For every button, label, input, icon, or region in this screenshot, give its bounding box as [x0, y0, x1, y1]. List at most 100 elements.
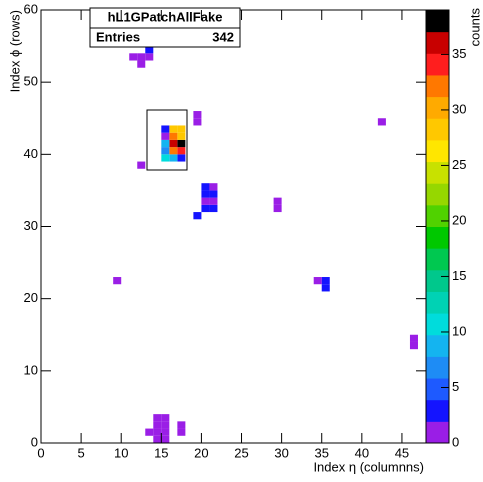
cell — [209, 204, 218, 213]
cell — [177, 125, 186, 133]
plot-frame — [40, 9, 427, 444]
cell — [169, 139, 178, 148]
cell — [169, 132, 178, 140]
cell — [145, 53, 154, 61]
y-tick-label: 40 — [24, 146, 38, 161]
cell — [161, 428, 170, 436]
z-tick-label: 30 — [452, 101, 466, 116]
cell — [193, 111, 202, 119]
cell — [313, 277, 322, 285]
stats-label: Entries — [96, 29, 140, 44]
cell — [177, 147, 186, 155]
y-tick-label: 10 — [24, 362, 38, 377]
z-tick-label: 20 — [452, 212, 466, 227]
cell — [177, 421, 186, 429]
colorbar-band — [426, 356, 449, 379]
cell — [177, 428, 186, 436]
cell — [409, 341, 418, 350]
colorbar-band — [426, 118, 449, 141]
colorbar-band — [426, 269, 449, 292]
cell — [161, 435, 170, 443]
cell — [169, 125, 178, 133]
colorbar-band — [426, 291, 449, 314]
colorbar-band — [426, 248, 449, 271]
z-tick-label: 5 — [452, 379, 459, 394]
colorbar-frame — [425, 9, 450, 444]
cell — [377, 118, 386, 126]
x-tick-label: 35 — [314, 445, 328, 460]
y-tick-label: 50 — [24, 74, 38, 89]
colorbar-band — [426, 53, 449, 76]
colorbar-band — [426, 313, 449, 336]
colorbar-band — [426, 226, 449, 249]
z-tick-label: 35 — [452, 46, 466, 61]
cell — [153, 428, 162, 436]
colorbar-band — [426, 139, 449, 163]
stats-value: 342 — [212, 29, 234, 44]
cell — [193, 118, 202, 126]
colorbar-band — [426, 161, 449, 184]
cell — [161, 132, 170, 140]
colorbar-band — [426, 204, 449, 227]
cell — [137, 161, 146, 169]
cell — [137, 60, 146, 68]
colorbar-band — [426, 10, 449, 33]
colorbar-band — [426, 31, 449, 54]
cell — [161, 125, 170, 133]
y-tick-label: 0 — [31, 434, 38, 449]
cell — [169, 154, 178, 162]
colorbar-band — [426, 334, 449, 357]
cell — [169, 147, 178, 155]
y-tick-label: 30 — [24, 218, 38, 233]
cell — [177, 154, 186, 162]
x-tick-label: 0 — [37, 445, 44, 460]
cell — [161, 421, 170, 429]
colorbar-band — [426, 183, 449, 206]
z-tick-label: 10 — [452, 323, 466, 338]
cell — [137, 53, 146, 61]
cell — [161, 147, 170, 155]
z-tick-label: 0 — [452, 434, 459, 449]
cell — [201, 204, 210, 213]
cell — [201, 197, 210, 205]
x-axis-label: Index η (columnns) — [313, 459, 424, 474]
x-tick-label: 45 — [395, 445, 409, 460]
cell — [209, 197, 218, 205]
stats-title: hL1GPatchAllFake — [108, 9, 223, 24]
z-tick-label: 25 — [452, 157, 466, 172]
z-tick-label: 15 — [452, 268, 466, 283]
cell — [161, 414, 170, 422]
cell — [321, 284, 330, 292]
colorbar-band — [426, 399, 449, 422]
y-tick-label: 20 — [24, 290, 38, 305]
cell — [273, 204, 282, 213]
annotation-box — [146, 109, 188, 171]
cell — [153, 435, 162, 443]
cell — [209, 183, 218, 191]
cell — [321, 277, 330, 285]
colorbar-band — [426, 421, 449, 444]
cell — [273, 197, 282, 205]
cell — [201, 190, 210, 198]
cell — [193, 212, 202, 220]
x-tick-label: 40 — [355, 445, 369, 460]
z-axis-label: counts — [467, 8, 482, 47]
cell — [161, 139, 170, 148]
cell — [161, 154, 170, 162]
x-tick-label: 25 — [234, 445, 248, 460]
x-tick-label: 5 — [77, 445, 84, 460]
colorbar-band — [426, 96, 449, 119]
x-tick-label: 10 — [114, 445, 128, 460]
x-tick-label: 20 — [194, 445, 208, 460]
cell — [409, 334, 418, 342]
cell — [113, 277, 122, 285]
cell — [209, 190, 218, 198]
x-tick-label: 15 — [154, 445, 168, 460]
cell — [177, 132, 186, 140]
colorbar-band — [426, 378, 449, 401]
cell — [177, 139, 186, 148]
y-axis-label: Index ϕ (rows) — [7, 10, 22, 92]
x-tick-label: 30 — [274, 445, 288, 460]
